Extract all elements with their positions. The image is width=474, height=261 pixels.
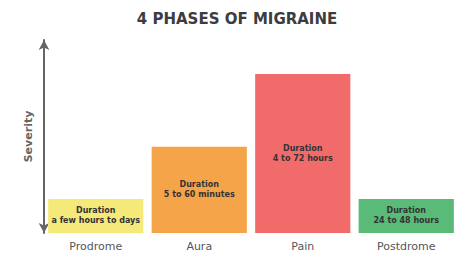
svg-text:Aura: Aura — [186, 240, 212, 253]
svg-text:Prodrome: Prodrome — [69, 240, 122, 253]
svg-text:24 to 48 hours: 24 to 48 hours — [373, 216, 439, 225]
svg-text:Duration: Duration — [76, 206, 116, 215]
svg-text:Severity: Severity — [22, 111, 35, 163]
svg-text:Postdrome: Postdrome — [377, 240, 436, 253]
svg-text:Pain: Pain — [291, 240, 314, 253]
svg-text:Duration: Duration — [180, 180, 220, 189]
svg-text:4 to 72 hours: 4 to 72 hours — [273, 154, 333, 163]
svg-text:5 to 60 minutes: 5 to 60 minutes — [164, 190, 235, 199]
svg-text:4 PHASES OF MIGRAINE: 4 PHASES OF MIGRAINE — [137, 10, 337, 28]
svg-text:Duration: Duration — [387, 206, 427, 215]
svg-text:Duration: Duration — [283, 144, 323, 153]
svg-text:a few hours to days: a few hours to days — [51, 216, 140, 225]
